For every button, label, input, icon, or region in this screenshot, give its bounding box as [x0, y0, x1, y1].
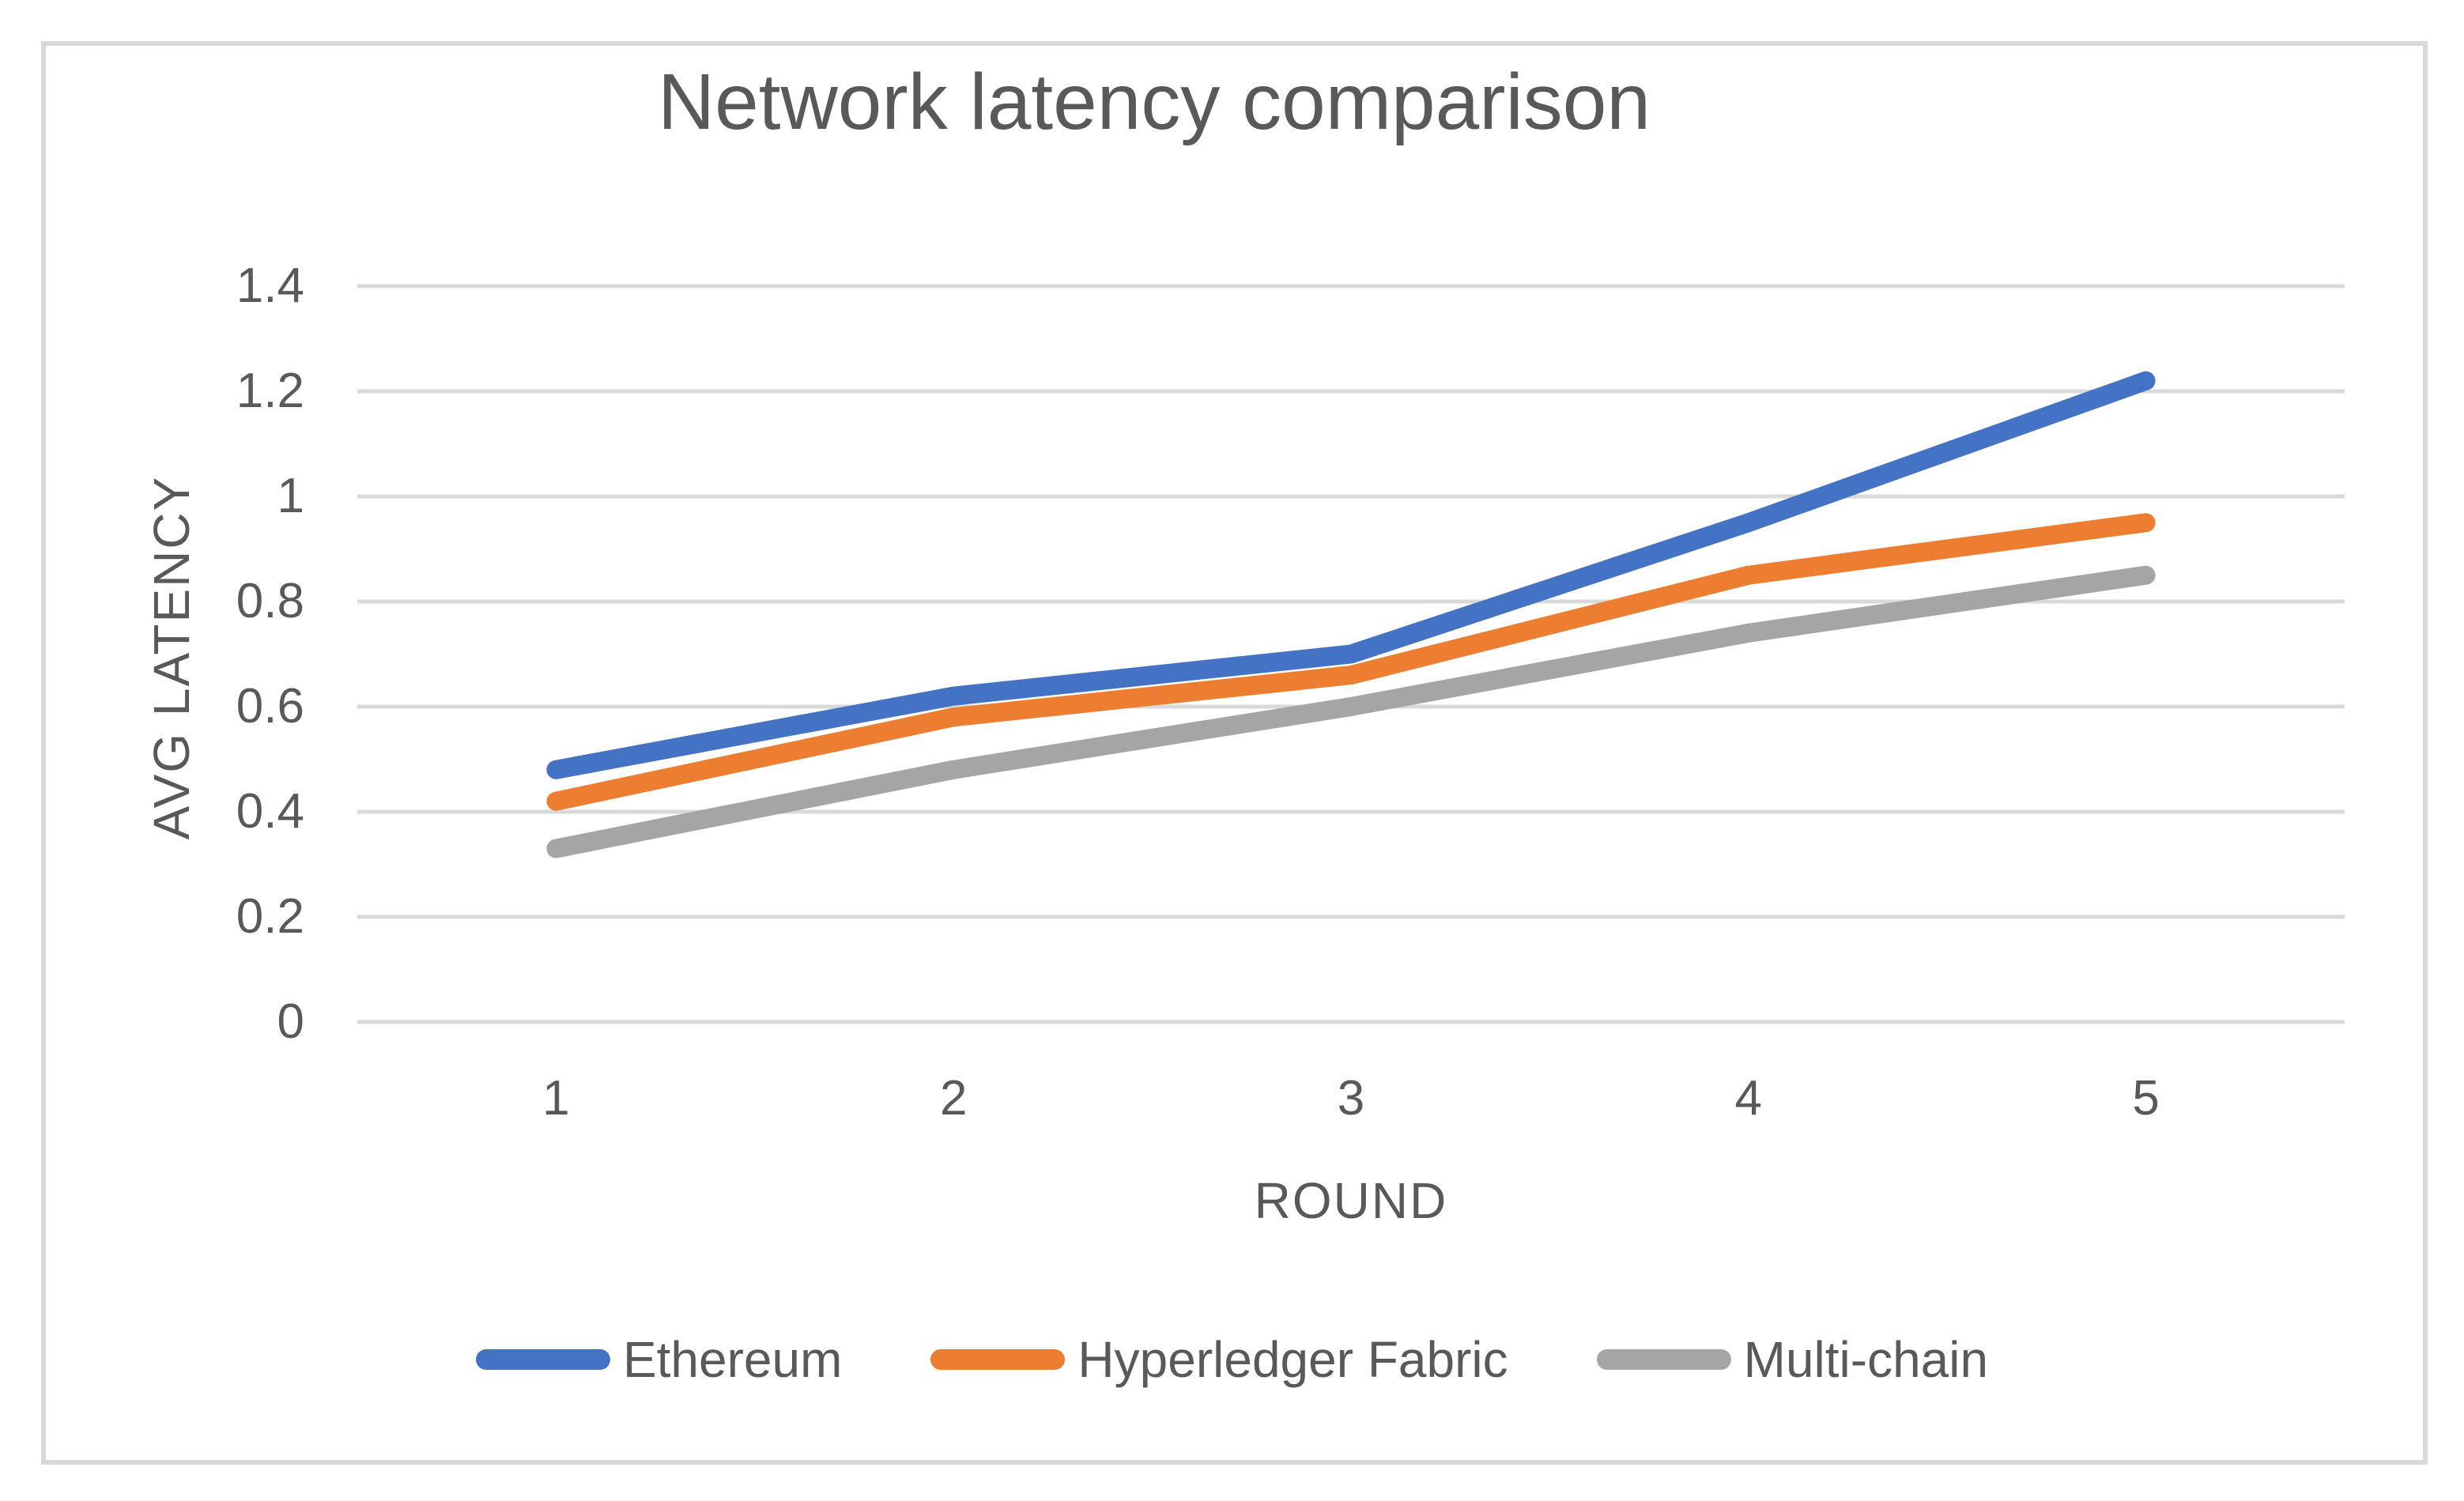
y-axis-title: AVG LATENCY: [143, 475, 200, 840]
legend-label-hyperledger-fabric: Hyperledger Fabric: [1077, 1331, 1508, 1388]
y-tick-label: 0.4: [236, 784, 304, 839]
chart-title: Network latency comparison: [657, 58, 1651, 146]
x-tick-label: 1: [542, 1071, 570, 1126]
x-tick-label: 2: [939, 1071, 968, 1126]
y-tick-label: 1.4: [236, 258, 304, 313]
y-tick-label: 1.2: [236, 364, 304, 418]
y-tick-label: 0.2: [236, 889, 304, 944]
legend-item-hyperledger-fabric: Hyperledger Fabric: [930, 1330, 1508, 1389]
x-axis-title: ROUND: [1254, 1172, 1448, 1229]
legend: Ethereum Hyperledger Fabric Multi-chain: [41, 1322, 2423, 1397]
legend-swatch-ethereum: [475, 1349, 610, 1370]
x-tick-label: 4: [1734, 1071, 1763, 1126]
legend-label-multi-chain: Multi-chain: [1743, 1331, 1989, 1388]
y-tick-label: 1: [277, 469, 304, 523]
legend-swatch-multi-chain: [1596, 1349, 1731, 1370]
series-line-ethereum: [546, 371, 2156, 779]
y-tick-label: 0.8: [236, 574, 304, 628]
legend-swatch-hyperledger-fabric: [930, 1349, 1066, 1370]
y-tick-label: 0: [277, 994, 304, 1049]
y-tick-label: 0.6: [236, 679, 304, 734]
legend-item-ethereum: Ethereum: [475, 1330, 843, 1389]
legend-label-ethereum: Ethereum: [622, 1331, 843, 1388]
series-line-multi-chain: [546, 565, 2156, 858]
legend-item-multi-chain: Multi-chain: [1596, 1330, 1989, 1389]
x-tick-label: 5: [2132, 1071, 2160, 1126]
chart-frame-border: [41, 41, 2428, 1465]
series-line-hyperledger-fabric: [546, 513, 2156, 811]
x-tick-label: 3: [1337, 1071, 1365, 1126]
